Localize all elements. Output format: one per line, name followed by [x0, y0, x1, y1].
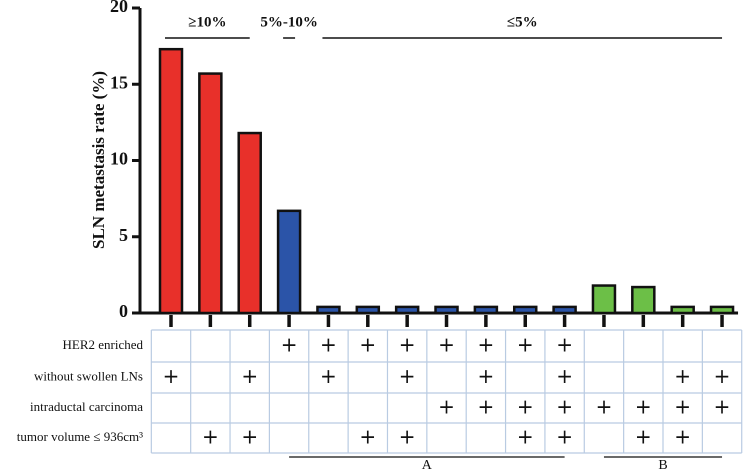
bar: [473, 305, 499, 315]
bar: [198, 72, 223, 315]
group-label: A: [422, 458, 433, 472]
bar: [670, 305, 695, 315]
bar: [631, 285, 656, 315]
y-tick-label: 0: [119, 301, 128, 321]
cell-mark: +: [241, 425, 258, 449]
group-label: ≤5%: [507, 14, 538, 30]
bar: [355, 305, 381, 315]
y-axis-label: SLN metastasis rate (%): [89, 71, 108, 249]
row-label: intraductal carcinoma: [30, 399, 143, 414]
cell-mark: +: [517, 333, 534, 357]
bar: [158, 47, 184, 315]
group-label: ≥10%: [188, 14, 226, 30]
cell-mark: +: [635, 425, 652, 449]
cell-mark: +: [674, 364, 691, 388]
cell-mark: +: [163, 364, 180, 388]
y-tick-label: 10: [110, 149, 128, 169]
bar: [394, 305, 420, 315]
cell-mark: +: [202, 425, 219, 449]
y-tick-label: 5: [119, 225, 128, 245]
bar: [316, 305, 341, 315]
cell-mark: +: [438, 333, 455, 357]
cell-mark: +: [399, 333, 416, 357]
bar: [709, 305, 735, 315]
bar: [512, 305, 538, 315]
row-label: tumor volume ≤ 936cm³: [17, 429, 143, 444]
cell-mark: +: [556, 333, 573, 357]
cell-mark: +: [438, 395, 455, 419]
bar: [237, 131, 262, 315]
cell-mark: +: [359, 333, 376, 357]
bar: [434, 305, 459, 315]
cell-mark: +: [596, 395, 613, 419]
y-tick-label: 20: [110, 0, 128, 16]
cell-mark: +: [399, 425, 416, 449]
row-label: HER2 enriched: [62, 337, 143, 352]
cell-mark: +: [477, 364, 494, 388]
cell-mark: +: [399, 364, 416, 388]
cell-mark: +: [556, 364, 573, 388]
bar: [276, 209, 302, 315]
cell-mark: +: [714, 395, 731, 419]
cell-mark: +: [477, 333, 494, 357]
group-label: B: [658, 458, 667, 472]
cell-mark: +: [359, 425, 376, 449]
cell-mark: +: [517, 395, 534, 419]
cell-mark: +: [320, 333, 337, 357]
bar: [591, 284, 617, 315]
row-label: without swollen LNs: [34, 368, 143, 383]
cell-mark: +: [714, 364, 731, 388]
cell-mark: +: [320, 364, 337, 388]
bar: [552, 305, 577, 315]
cell-mark: +: [556, 425, 573, 449]
cell-mark: +: [674, 425, 691, 449]
cell-mark: +: [281, 333, 298, 357]
cell-mark: +: [674, 395, 691, 419]
cell-mark: +: [477, 395, 494, 419]
y-tick-label: 15: [110, 72, 128, 92]
cell-mark: +: [517, 425, 534, 449]
cell-mark: +: [241, 364, 258, 388]
group-label: 5%-10%: [260, 14, 318, 30]
cell-mark: +: [635, 395, 652, 419]
cell-mark: +: [556, 395, 573, 419]
